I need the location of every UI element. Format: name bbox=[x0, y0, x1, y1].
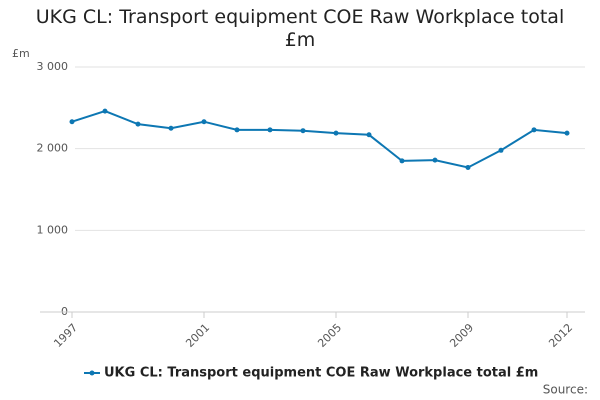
data-point bbox=[300, 128, 306, 134]
data-point bbox=[168, 125, 174, 131]
y-tick-label: 1 000 bbox=[37, 223, 69, 236]
data-point bbox=[465, 164, 471, 170]
x-tick-label: 2005 bbox=[315, 321, 344, 350]
x-tick-label: 2009 bbox=[447, 321, 476, 350]
x-tick-label: 2012 bbox=[546, 321, 575, 350]
data-point bbox=[234, 127, 240, 133]
y-tick-label: 3 000 bbox=[37, 60, 69, 73]
x-tick-label: 1997 bbox=[51, 321, 80, 350]
data-point bbox=[69, 119, 75, 125]
data-point bbox=[564, 130, 570, 136]
y-tick-label: 2 000 bbox=[37, 142, 69, 155]
source: Source: bbox=[543, 383, 588, 397]
data-point bbox=[135, 121, 141, 127]
chart-title: UKG CL: Transport equipment COE Raw Work… bbox=[35, 6, 565, 51]
data-point bbox=[201, 119, 207, 125]
y-unit: £m bbox=[12, 47, 30, 60]
data-point bbox=[366, 132, 372, 138]
legend-marker bbox=[89, 370, 95, 376]
series-line bbox=[71, 110, 568, 169]
x-tick-label: 2001 bbox=[183, 321, 212, 350]
data-point bbox=[531, 127, 537, 133]
data-point bbox=[399, 158, 405, 164]
data-point bbox=[267, 127, 273, 133]
data-point bbox=[498, 147, 504, 153]
data-point bbox=[333, 130, 339, 136]
legend-label: UKG CL: Transport equipment COE Raw Work… bbox=[104, 366, 538, 381]
data-point bbox=[102, 108, 108, 114]
data-point bbox=[432, 157, 438, 163]
